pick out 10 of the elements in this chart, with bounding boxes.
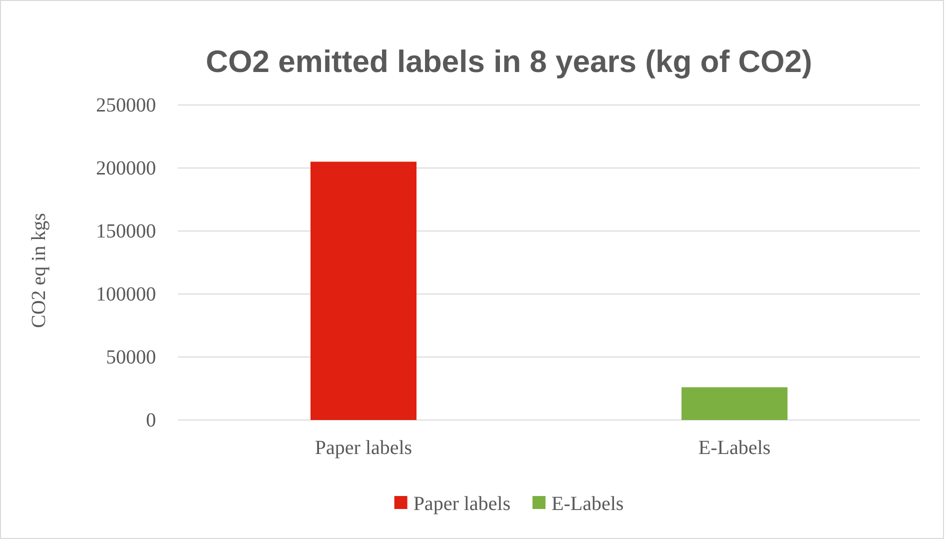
chart-title: CO2 emitted labels in 8 years (kg of CO2) [206,44,812,79]
y-tick-label: 100000 [96,283,156,306]
legend-label: E-Labels [552,493,624,515]
y-tick-label: 0 [146,409,156,432]
y-axis-title: CO2 eq in kgs [28,212,50,328]
y-tick-label: 150000 [96,220,156,242]
y-tick-label: 200000 [96,157,156,180]
y-tick-label: 250000 [96,94,156,116]
y-tick-label: 50000 [106,346,156,368]
legend-label: Paper labels [413,493,511,515]
